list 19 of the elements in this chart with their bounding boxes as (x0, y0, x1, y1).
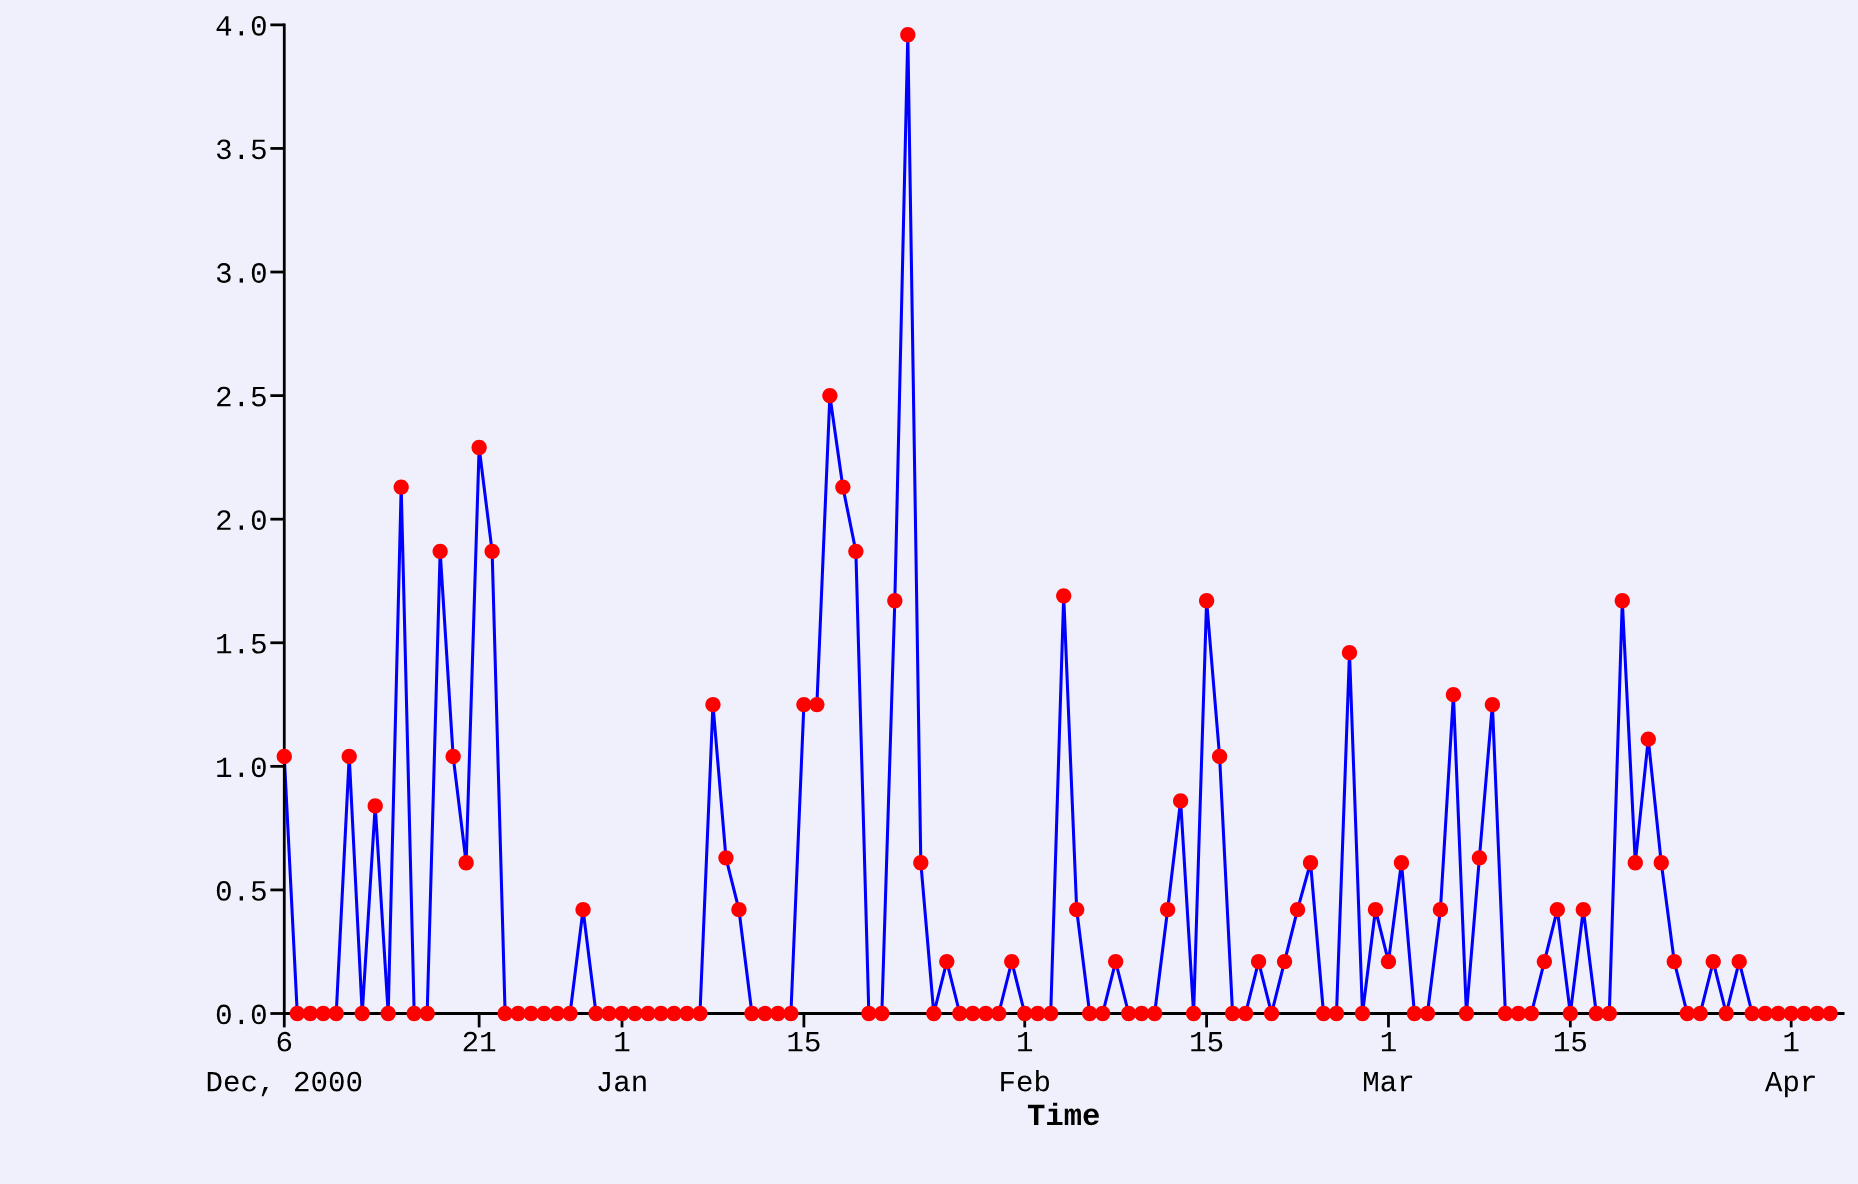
y-tick-label: 1.0 (217, 757, 266, 778)
y-tick-label: 0.5 (216, 880, 266, 901)
y-tick-label: 2.5 (217, 386, 266, 407)
x-axis-title: Time (1027, 1102, 1099, 1126)
y-tick-label: 0.0 (216, 1004, 266, 1025)
x-tick-label: 15 (1554, 1032, 1586, 1052)
y-tick-label: 3.0 (216, 263, 266, 283)
x-tick-label: 15 (1191, 1032, 1223, 1052)
y-tick-label: 3.5 (216, 139, 266, 160)
x-tick-label: 15 (788, 1032, 820, 1052)
y-tick-label: 1.5 (217, 634, 266, 654)
x-tick-label: 6 Dec, 2000 (207, 1031, 362, 1097)
y-tick-label: 4.0 (216, 15, 266, 36)
x-tick-label: 21 (463, 1031, 496, 1052)
x-tick-label: 1 Mar (1364, 1032, 1413, 1092)
x-tick-label: 1 Apr (1764, 1032, 1815, 1098)
x-tick-label: 1 Jan (598, 1032, 646, 1092)
x-tick-label: 1 Feb (1001, 1032, 1049, 1092)
y-tick-label: 2.0 (217, 510, 266, 531)
